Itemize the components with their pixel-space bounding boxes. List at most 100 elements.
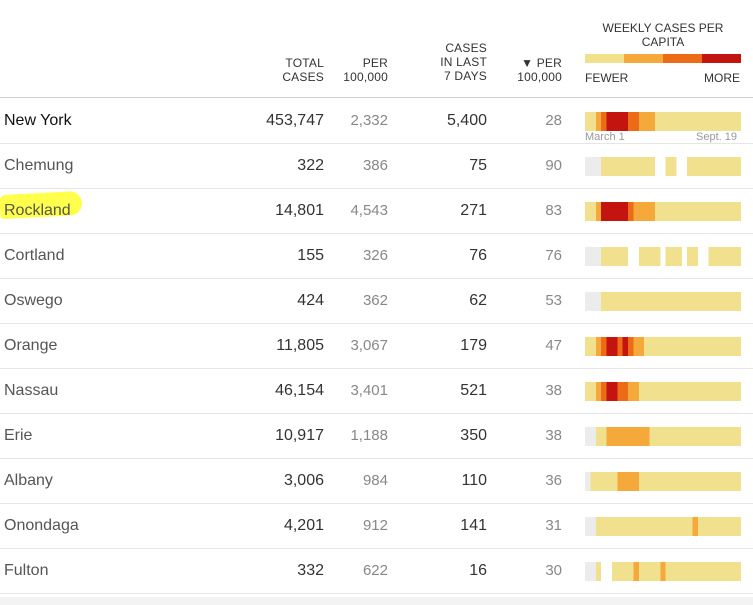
week-cell	[724, 517, 731, 536]
weekly-cases-sparkline	[585, 202, 741, 221]
week-cell	[622, 337, 629, 356]
legend-more-label: MORE	[704, 71, 740, 85]
week-cell	[730, 247, 737, 266]
legend-title: WEEKLY CASES PER CAPITA	[602, 21, 724, 49]
week-cell	[708, 337, 715, 356]
week-cell	[708, 472, 715, 491]
table-row[interactable]: Fulton 332 622 16 30	[0, 549, 753, 594]
week-cell	[697, 382, 704, 401]
week-cell	[730, 562, 737, 581]
week-cell	[595, 382, 602, 401]
week-cell	[611, 157, 618, 176]
week-cell	[681, 247, 688, 266]
week-cell	[735, 112, 741, 131]
week-cell	[617, 202, 624, 221]
week-cell	[585, 517, 591, 536]
header-per-100k[interactable]: PER 100,000	[343, 56, 388, 84]
weekly-cases-sparkline	[585, 292, 741, 311]
county-name[interactable]: Nassau	[4, 382, 59, 399]
table-row[interactable]: Albany 3,006 984 110 36	[0, 459, 753, 504]
weekly-per-100k-cell: 36	[545, 472, 562, 489]
week-cell	[590, 337, 597, 356]
week-cell	[692, 157, 699, 176]
week-cell	[611, 472, 618, 491]
county-name[interactable]: Oswego	[4, 292, 63, 309]
cases-last-7-days-cell: 16	[469, 562, 487, 579]
week-cell	[622, 112, 629, 131]
week-cell	[692, 292, 699, 311]
week-cell	[681, 472, 688, 491]
week-cell	[665, 202, 672, 221]
week-cell	[665, 157, 672, 176]
header-per-100k-sorted[interactable]: ▼ PER 100,000	[517, 56, 562, 84]
table-row[interactable]: Orange 11,805 3,067 179 47	[0, 324, 753, 369]
county-name[interactable]: Fulton	[4, 562, 49, 579]
weekly-per-100k-cell: 38	[545, 427, 562, 444]
county-name[interactable]: Albany	[4, 472, 53, 489]
week-cell	[628, 202, 634, 221]
legend-swatch-2	[624, 54, 663, 63]
week-cell	[735, 157, 741, 176]
week-cell	[703, 202, 710, 221]
total-cases-cell: 332	[297, 562, 324, 579]
county-name[interactable]: Chemung	[4, 157, 74, 174]
week-cell	[606, 292, 613, 311]
week-cell	[703, 472, 710, 491]
week-cell	[735, 247, 741, 266]
table-row[interactable]: Cortland 155 326 76 76	[0, 234, 753, 279]
week-cell	[590, 472, 597, 491]
week-cell	[633, 292, 640, 311]
week-cell	[585, 337, 591, 356]
header-per100-line1: ▼ PER	[521, 56, 562, 70]
header-cases-last-7-days[interactable]: CASES IN LAST 7 DAYS	[440, 41, 487, 83]
header-total-cases[interactable]: TOTAL CASES	[282, 56, 324, 84]
week-cell	[697, 517, 704, 536]
row-divider	[0, 413, 753, 414]
week-cell	[601, 517, 607, 536]
table-row[interactable]: Onondaga 4,201 912 141 31	[0, 504, 753, 549]
week-cell	[708, 202, 715, 221]
per-100k-cell: 3,401	[350, 382, 388, 399]
week-cell	[703, 382, 710, 401]
week-cell	[638, 157, 645, 176]
week-cell	[660, 247, 667, 266]
header-per-line2: 100,000	[343, 70, 388, 84]
week-cell	[703, 157, 710, 176]
week-cell	[654, 337, 661, 356]
week-cell	[681, 112, 688, 131]
weekly-per-100k-cell: 38	[545, 382, 562, 399]
table-row[interactable]: Oswego 424 362 62 53	[0, 279, 753, 324]
row-divider	[0, 548, 753, 549]
table-row[interactable]: Erie 10,917 1,188 350 38	[0, 414, 753, 459]
county-name[interactable]: Orange	[4, 337, 58, 354]
weekly-cases-sparkline	[585, 382, 741, 401]
cases-last-7-days-cell: 271	[460, 202, 487, 219]
week-cell	[644, 337, 650, 356]
table-row[interactable]: Nassau 46,154 3,401 521 38	[0, 369, 753, 414]
county-name[interactable]: Rockland	[4, 202, 71, 219]
header-divider	[0, 97, 753, 98]
county-name[interactable]: Erie	[4, 427, 33, 444]
week-cell	[735, 517, 741, 536]
table-row[interactable]: New York 453,747 2,332 5,400 28 March 1 Sept. …	[0, 99, 753, 144]
county-name[interactable]: Onondaga	[4, 517, 79, 534]
table-row[interactable]: Rockland 14,801 4,543 271 83	[0, 189, 753, 234]
table-row[interactable]: Chemung 322 386 75 90	[0, 144, 753, 189]
county-name[interactable]: Cortland	[4, 247, 65, 264]
week-cell	[730, 112, 737, 131]
week-cell	[714, 157, 720, 176]
week-cell	[585, 112, 591, 131]
week-cell	[681, 517, 688, 536]
week-cell	[724, 202, 731, 221]
week-cell	[660, 157, 667, 176]
week-cell	[649, 247, 656, 266]
cases-last-7-days-cell: 110	[461, 472, 487, 489]
week-cell	[703, 247, 710, 266]
county-name[interactable]: New York	[4, 112, 72, 129]
week-cell	[628, 157, 634, 176]
week-cell	[708, 247, 715, 266]
week-cell	[660, 292, 667, 311]
week-cell	[595, 427, 602, 446]
week-cell	[703, 112, 710, 131]
week-cell	[692, 112, 699, 131]
